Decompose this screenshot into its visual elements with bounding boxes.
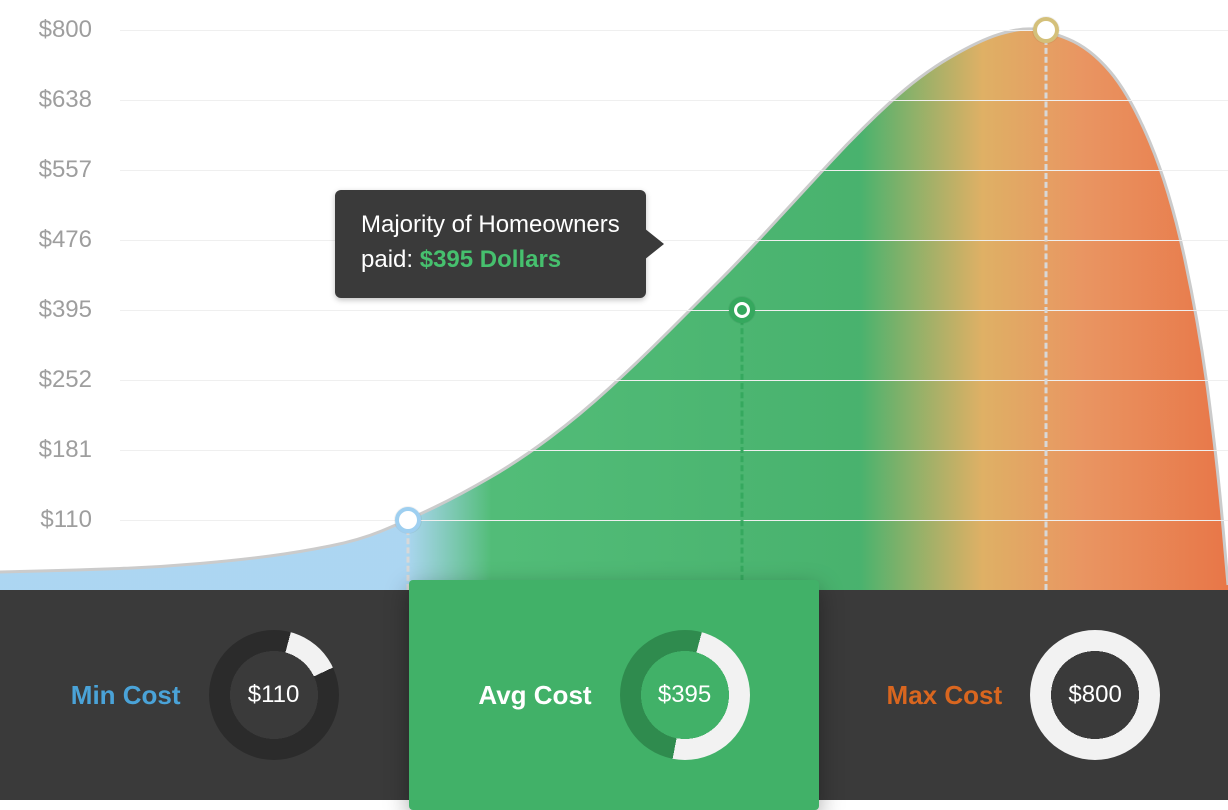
cost-card-label: Avg Cost [478,680,591,711]
avg-cost-tooltip: Majority of Homeownerspaid: $395 Dollars [335,190,646,298]
max-marker [1033,17,1059,43]
gridline [120,380,1228,381]
cost-card-min: Min Cost $110 [0,590,409,800]
cost-card-max: Max Cost $800 [819,590,1228,800]
cost-donut: $395 [620,630,750,760]
y-axis-label: $557 [0,156,110,184]
gridline [120,170,1228,171]
cost-card-avg: Avg Cost $395 [409,580,818,810]
y-axis-label: $638 [0,86,110,114]
max-guideline [1045,30,1048,590]
y-axis-label: $110 [0,506,110,534]
cost-distribution-chart: $800 $638 $557 $476 $395 $252 $181 $110 Majority… [0,0,1228,590]
y-axis-label: $800 [0,16,110,44]
min-marker [395,507,421,533]
y-axis-label: $252 [0,366,110,394]
y-axis-label: $181 [0,436,110,464]
avg-guideline [741,310,744,590]
tooltip-line2: paid: $395 Dollars [361,243,620,278]
gridline [120,30,1228,31]
y-axis-label: $476 [0,226,110,254]
cost-card-label: Max Cost [887,680,1003,711]
cost-donut: $110 [209,630,339,760]
cost-donut-value: $110 [209,630,339,760]
gridline [120,310,1228,311]
tooltip-line1: Majority of Homeowners [361,208,620,243]
avg-marker [729,297,755,323]
y-axis-label: $395 [0,296,110,324]
cost-donut: $800 [1030,630,1160,760]
cost-donut-value: $800 [1030,630,1160,760]
cost-summary-footer: Min Cost $110 Avg Cost $395 Max Cost $800 [0,590,1228,800]
cost-card-label: Min Cost [71,680,181,711]
gridline [120,100,1228,101]
gridline [120,240,1228,241]
gridline [120,520,1228,521]
tooltip-arrow-icon [644,228,664,260]
gridline [120,450,1228,451]
cost-donut-value: $395 [620,630,750,760]
